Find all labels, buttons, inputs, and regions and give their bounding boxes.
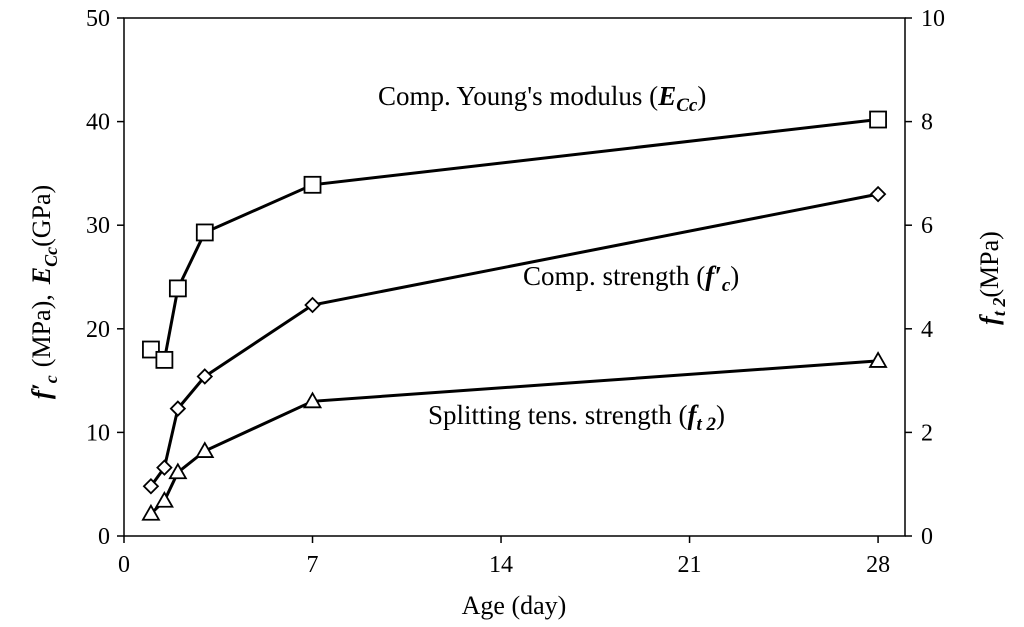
data-point-diamond: [142, 477, 160, 495]
x-tick-label: 21: [678, 552, 702, 578]
x-tick-label: 28: [866, 552, 890, 578]
annotation-young-modulus: Comp. Young's modulus (ECc): [378, 81, 706, 116]
data-point-square: [168, 279, 187, 298]
y-right-tick-label: 4: [921, 317, 933, 343]
data-point-square: [869, 110, 887, 129]
data-point-triangle: [168, 462, 188, 480]
tick-layer: 0 7 14 21 28 0 10 20 30 40 50 0 2 4 6 8 10: [86, 6, 945, 578]
data-point-diamond: [196, 368, 214, 385]
series-layer: [141, 110, 888, 521]
x-tick-label: 14: [489, 552, 513, 578]
data-point-diamond: [156, 459, 173, 476]
series-line-diamond: [149, 192, 879, 488]
plot-frame: [123, 17, 906, 537]
data-point-square: [195, 223, 214, 242]
data-point-diamond: [304, 296, 321, 314]
y-right-tick-label: 8: [921, 110, 933, 136]
y-left-tick-label: 50: [86, 6, 110, 32]
y-right-tick-label: 2: [921, 420, 933, 446]
y-left-tick-label: 0: [98, 524, 110, 550]
x-axis-title: Age (day): [462, 591, 567, 620]
x-tick-label: 7: [307, 552, 319, 578]
data-point-diamond: [169, 400, 187, 417]
data-point-square: [303, 175, 322, 194]
y-left-tick-label: 30: [86, 213, 110, 239]
y-left-tick-label: 20: [86, 317, 110, 343]
data-point-triangle: [154, 490, 174, 508]
x-tick-label: 0: [118, 552, 130, 578]
data-point-square: [142, 340, 160, 359]
data-point-triangle: [195, 441, 215, 458]
y-right-tick-label: 10: [921, 6, 945, 32]
data-point-triangle: [868, 351, 888, 368]
y-left-axis-title: f′c(MPa),ECc(GPa): [27, 185, 61, 399]
data-point-diamond: [869, 185, 887, 203]
y-left-tick-label: 40: [86, 110, 110, 136]
annotation-splitting-strength: Splitting tens. strength (ft 2): [428, 400, 725, 435]
annotation-comp-strength: Comp. strength (f′c): [523, 261, 739, 296]
y-right-tick-label: 6: [921, 213, 933, 239]
data-point-triangle: [302, 391, 323, 409]
series-line-triangle: [149, 359, 879, 515]
series-line-square: [149, 118, 879, 363]
y-right-axis-title: ft 2(MPa): [975, 231, 1009, 325]
y-right-tick-label: 0: [921, 524, 933, 550]
data-point-triangle: [141, 503, 161, 521]
y-left-tick-label: 10: [86, 420, 110, 446]
data-point-square: [155, 350, 174, 369]
